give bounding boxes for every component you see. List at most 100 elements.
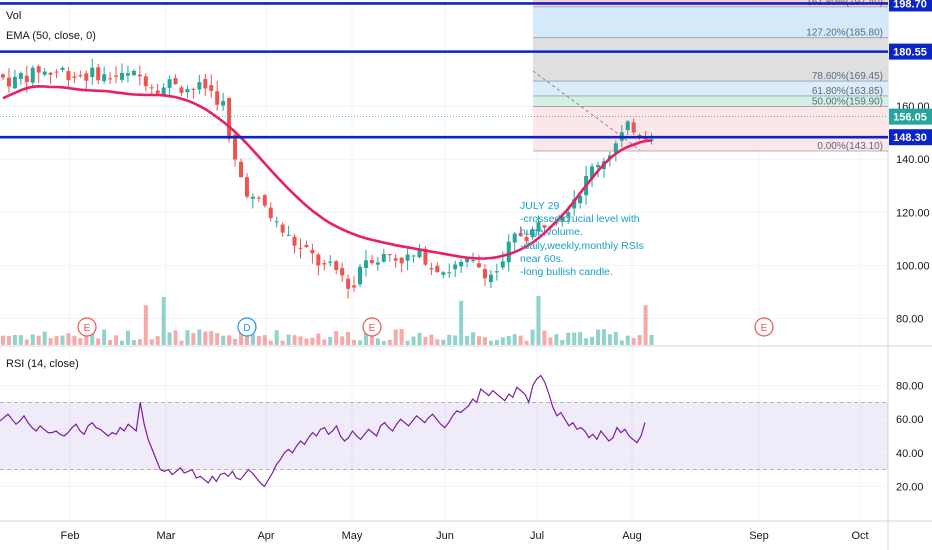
volume-bar [435, 339, 440, 345]
candle-body [572, 199, 577, 209]
candle-body [66, 71, 71, 81]
candle-body [625, 121, 630, 131]
volume-bar [399, 329, 404, 345]
fib-level-label: 61.80%(163.85) [812, 86, 883, 97]
candle-body [12, 76, 17, 89]
price-tick-label: 80.00 [896, 313, 924, 325]
price-labels: 198.70 180.55 148.30 156.05 [889, 0, 932, 146]
volume-bar [137, 339, 142, 345]
candle-body [155, 90, 160, 94]
volume-bar [328, 336, 333, 345]
candle-body [459, 261, 464, 267]
candle-body [274, 221, 279, 223]
volume-bar [459, 300, 464, 345]
rsi-indicator-label[interactable]: RSI (14, close) [6, 358, 79, 370]
candle-body [102, 74, 107, 82]
axis-labels: Feb Mar Apr May Jun Jul Aug Sep Oct 80.00 100.00 12… [61, 101, 930, 542]
candle-body [239, 161, 243, 178]
ema-indicator-label[interactable]: EMA (50, close, 0) [6, 30, 96, 42]
candle-body [506, 241, 511, 263]
candle-body [108, 78, 113, 80]
volume-bar [637, 335, 642, 345]
volume-bar [601, 329, 606, 345]
volume-bar [316, 333, 321, 345]
candle-body [631, 122, 636, 133]
x-tick-label: Mar [157, 530, 176, 542]
volume-bar [155, 336, 160, 345]
volume-bar [512, 334, 517, 345]
annotation-text[interactable]: JULY 29 -crossed crucial level with huge… [520, 200, 690, 279]
candle-body [358, 266, 362, 285]
candle-body [167, 79, 172, 88]
volume-bar [239, 329, 243, 345]
candle-body [203, 79, 208, 89]
candle-body [340, 268, 345, 276]
volume-bar [250, 333, 255, 345]
volume-bar [530, 329, 535, 345]
fib-level-label: 127.20%(185.80) [806, 28, 883, 39]
volume-bar [375, 338, 380, 345]
volume-bar [572, 332, 577, 345]
volume-bar [352, 339, 357, 345]
vol-indicator-label[interactable]: Vol [6, 10, 22, 22]
fib-zone [533, 6, 888, 38]
volume-bar [143, 305, 148, 345]
annotation-line: -long bullish candle. [520, 266, 613, 279]
volume-bar [405, 340, 410, 345]
volume-bar [221, 335, 226, 345]
volume-bar [387, 339, 392, 345]
candle-body [96, 67, 101, 81]
level-price-label: 180.55 [893, 47, 927, 59]
candle-body [18, 73, 23, 79]
x-tick-label: May [342, 530, 363, 542]
horizontal-levels[interactable] [0, 2, 888, 139]
level-price-tag [889, 43, 932, 60]
level-price-tag [889, 0, 932, 12]
volume-bar [114, 335, 119, 345]
earnings-marker-circle [754, 317, 774, 337]
candle-body [72, 76, 77, 78]
earnings-marker-label: E [761, 323, 768, 334]
volume-bar [429, 334, 434, 345]
volume-bar [209, 331, 214, 345]
x-tick-label: Aug [622, 530, 642, 542]
candle-body [137, 74, 142, 77]
earnings-marker-label: D [243, 323, 250, 334]
candle-body [411, 255, 416, 257]
candle-body [6, 77, 11, 87]
volume-bar [227, 335, 232, 345]
candle-body [173, 78, 178, 85]
fibonacci-retracement[interactable]: 161.80%(197.40)127.20%(185.80)78.60%(169… [533, 0, 888, 152]
volume-bar [649, 334, 654, 345]
volume-bar [161, 296, 166, 345]
rsi-tick-label: 60.00 [896, 414, 924, 426]
candle-body [30, 67, 35, 83]
volume-bar [524, 340, 529, 345]
candle-body [322, 263, 327, 265]
candle-body [114, 75, 119, 77]
candle-body [542, 225, 547, 228]
volume-bar [298, 336, 303, 345]
annotation-line: -crossed crucial level with [520, 213, 640, 226]
volume-bar [48, 338, 53, 345]
rsi-tick-label: 20.00 [896, 481, 924, 493]
volume-bar [542, 330, 547, 345]
volume-bar [578, 331, 583, 345]
rsi-line [0, 374, 646, 488]
volume-bar [340, 336, 345, 345]
candle-body [435, 265, 440, 273]
volume-bar [625, 335, 630, 345]
candle-body [590, 166, 595, 179]
volume-bar [619, 340, 624, 345]
fib-zone [533, 81, 888, 96]
candle-body [447, 272, 452, 274]
level-price-label: 198.70 [893, 0, 927, 10]
volume-bar [274, 330, 279, 345]
candle-body [375, 262, 380, 265]
volume-bar [6, 336, 11, 345]
volume-bar [173, 330, 178, 345]
candle-body [120, 72, 124, 80]
candle-body [560, 216, 565, 222]
